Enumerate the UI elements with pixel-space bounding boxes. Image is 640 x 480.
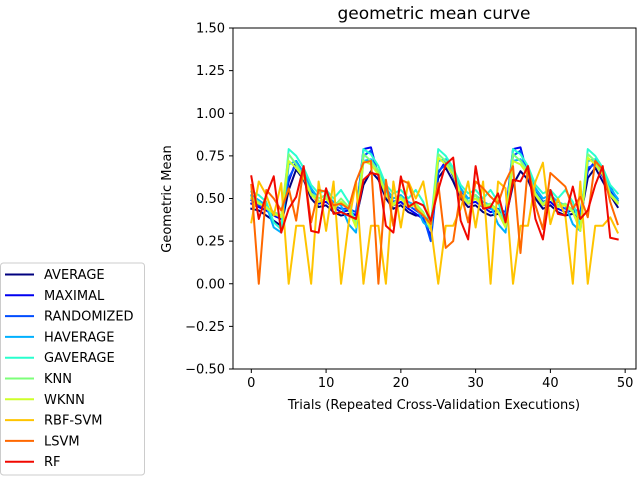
y-axis-label: Geometric Mean [160,145,175,252]
y-tick-label: 1.25 [196,64,225,79]
x-axis-label: Trials (Repeated Cross-Validation Execut… [287,398,580,413]
legend-label: RBF-SVM [44,414,102,429]
legend-box [0,262,145,476]
x-tick-label: 40 [542,376,559,391]
series-lines [249,146,620,285]
plot-area: 0 10 20 30 40 50 −0.50 −0.25 0.00 0.25 0.50 0.75 1.0… [185,22,637,391]
legend-label: KNN [44,372,72,387]
legend-label: RF [44,455,61,470]
legend-item: LSVM [5,434,80,449]
legend-label: MAXIMAL [44,289,105,304]
x-tick-label: 50 [617,376,634,391]
legend-label: WKNN [44,393,85,408]
legend: AVERAGE MAXIMAL RANDOMIZED HAVERAGE GAVERAGE… [0,262,145,476]
legend-item: AVERAGE [5,268,105,283]
y-tick-label: 0.00 [196,277,225,292]
y-tick-label: 0.50 [196,192,225,207]
legend-label: LSVM [44,434,80,449]
y-tick-label: 0.25 [196,235,225,250]
legend-item: WKNN [5,393,85,408]
y-tick-label: 0.75 [196,149,225,164]
legend-item: RF [5,455,61,470]
x-tick-label: 20 [393,376,410,391]
legend-item: HAVERAGE [5,330,114,345]
legend-item: RANDOMIZED [5,310,134,325]
legend-label: HAVERAGE [44,330,114,345]
x-tick-label: 0 [247,376,255,391]
y-tick-label: 1.50 [196,22,225,37]
x-tick-label: 10 [318,376,335,391]
series-line-rbf-svm [250,161,620,285]
legend-label: RANDOMIZED [44,310,134,325]
legend-item: RBF-SVM [5,414,102,429]
legend-label: GAVERAGE [44,351,115,366]
y-tick-label: −0.50 [185,363,225,378]
y-tick-label: 1.00 [196,107,225,122]
legend-label: AVERAGE [44,268,105,283]
chart-title: geometric mean curve [337,4,530,24]
y-tick-label: −0.25 [185,320,225,335]
legend-item: MAXIMAL [5,289,105,304]
legend-item: GAVERAGE [5,351,115,366]
x-tick-label: 30 [467,376,484,391]
series-line-rf [250,156,619,241]
legend-item: KNN [5,372,72,387]
